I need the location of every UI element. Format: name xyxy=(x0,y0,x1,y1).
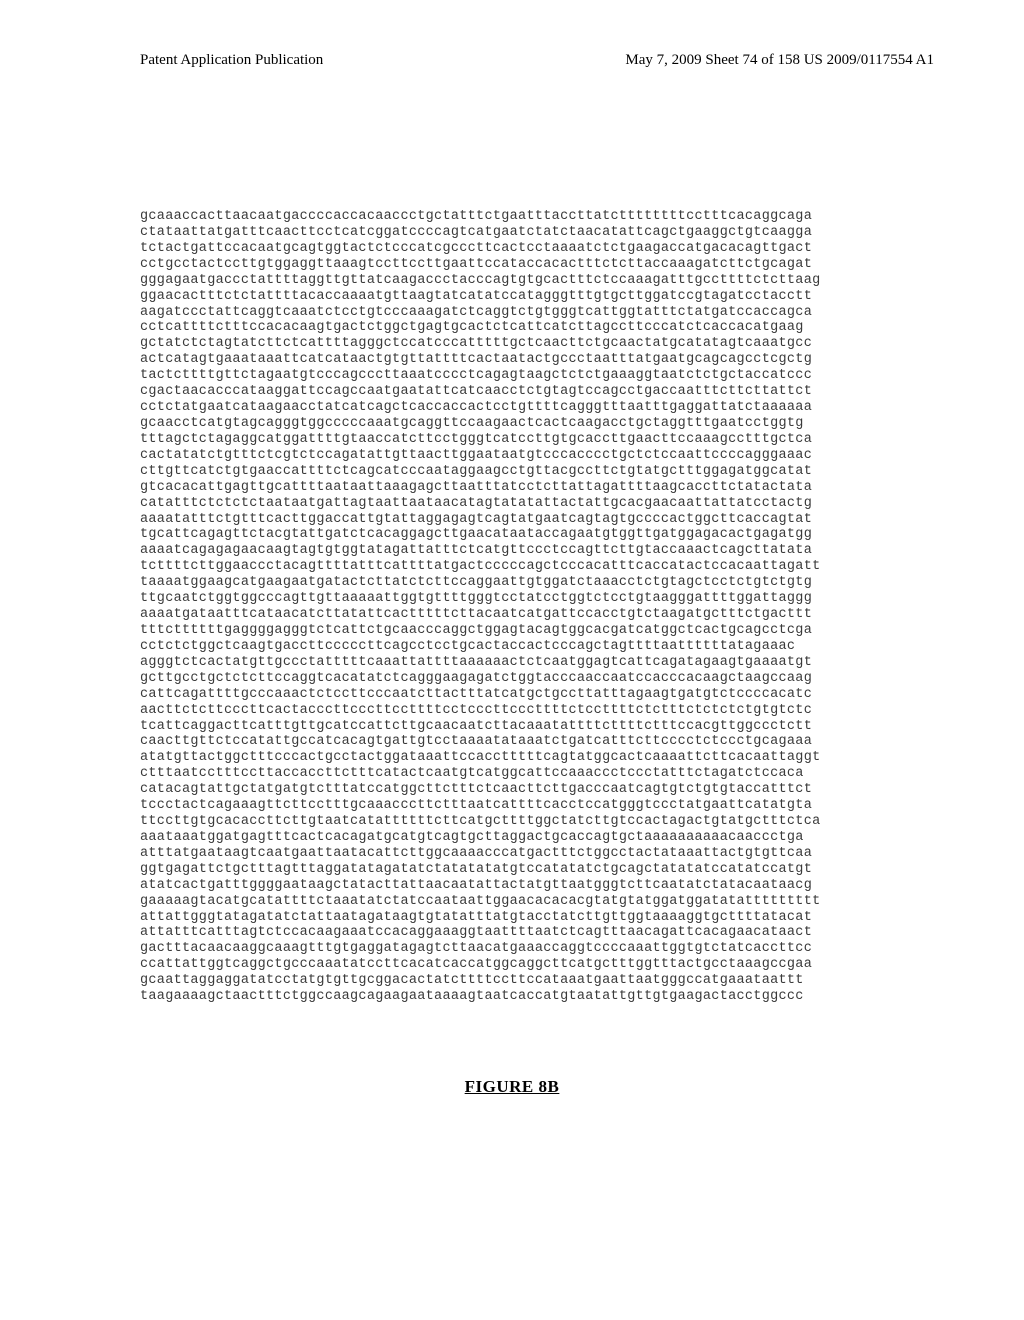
header-publication-type: Patent Application Publication xyxy=(140,52,323,69)
figure-label: FIGURE 8B xyxy=(0,1005,1024,1097)
dna-sequence-block: gcaaaccacttaacaatgaccccaccacaaccctgctatt… xyxy=(0,69,1024,1005)
header-date-sheet-id: May 7, 2009 Sheet 74 of 158 US 2009/0117… xyxy=(625,52,934,69)
page-header: Patent Application Publication May 7, 20… xyxy=(0,0,1024,69)
